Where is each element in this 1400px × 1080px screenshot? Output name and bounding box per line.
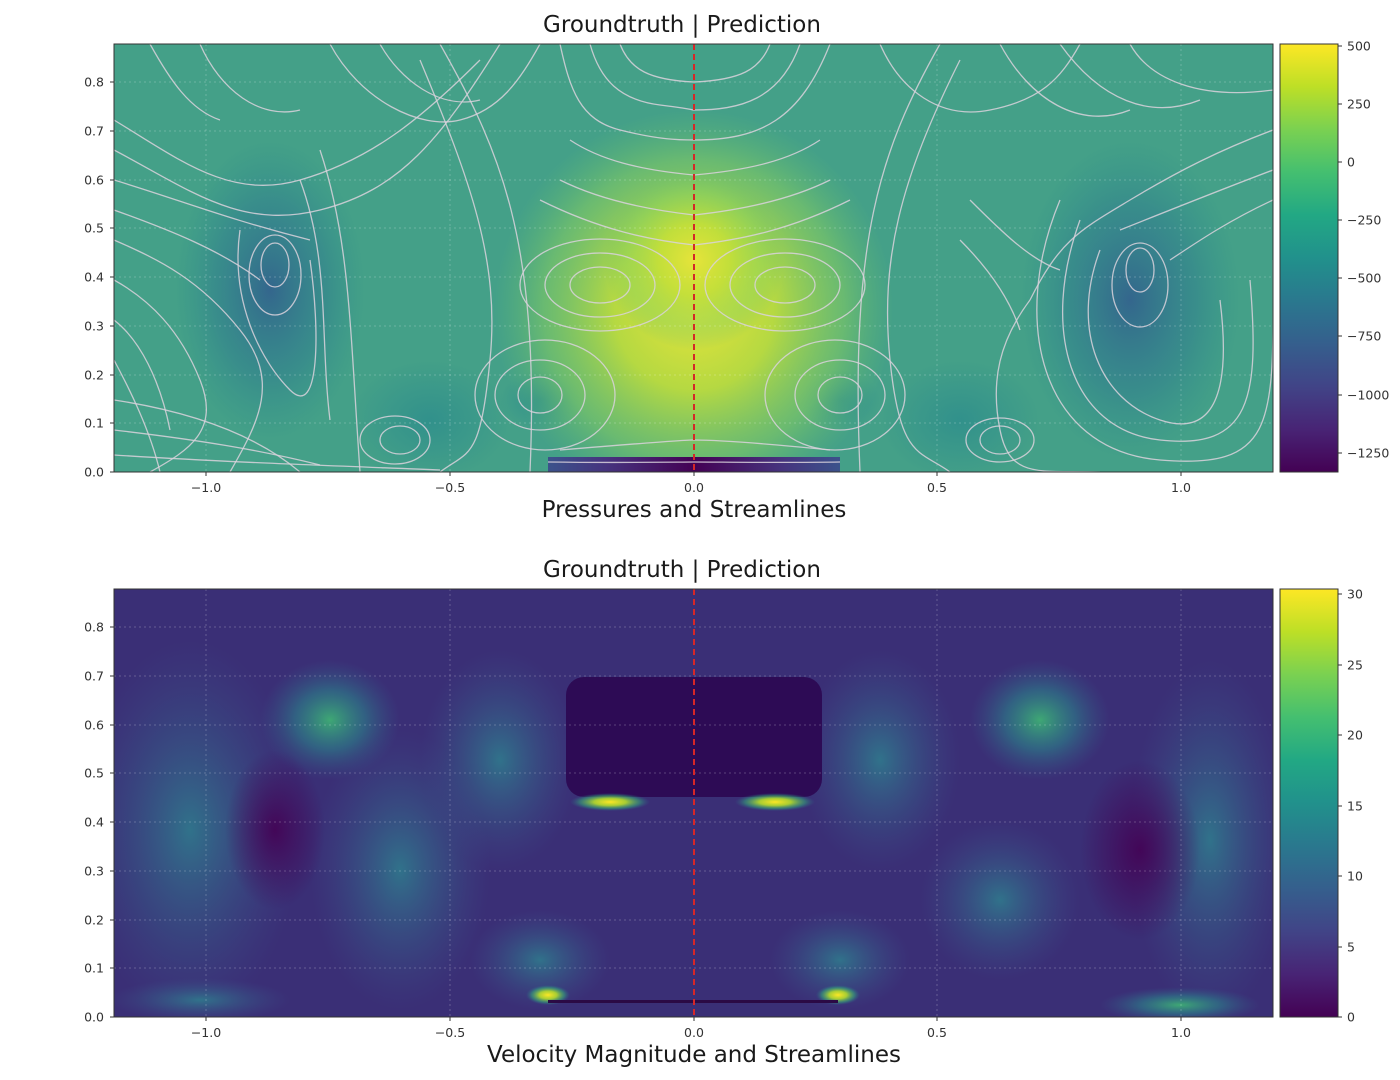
pressure-grid xyxy=(114,44,1273,472)
velocity-colorbar-label: 30 xyxy=(1347,586,1363,602)
pressure-ytick: 0.5 xyxy=(84,220,104,236)
velocity-ytick: 0.7 xyxy=(84,668,104,684)
pressure-ytick: 0.3 xyxy=(84,318,104,334)
pressure-xtick: 0.5 xyxy=(927,480,947,495)
velocity-xtick: 0.0 xyxy=(684,1025,704,1040)
pressure-streamlines xyxy=(114,44,1273,472)
pressure-colorbar-label: −750 xyxy=(1347,328,1382,344)
velocity-heatmap xyxy=(114,589,1273,1017)
velocity-colorbar-ticks xyxy=(1338,593,1342,1018)
velocity-ytick: 0.4 xyxy=(84,814,104,830)
pressure-ytick: 0.6 xyxy=(84,172,104,188)
velocity-colorbar-label: 20 xyxy=(1347,727,1363,743)
pressure-colorbar-label: 250 xyxy=(1347,96,1371,112)
pressure-xtick: −0.5 xyxy=(434,480,466,495)
velocity-colorbar-label: 0 xyxy=(1347,1009,1355,1025)
velocity-colorbar xyxy=(1279,588,1339,1018)
pressure-colorbar-ticks xyxy=(1338,45,1342,454)
velocity-colorbar-label: 15 xyxy=(1347,798,1363,814)
pressure-ytick: 0.2 xyxy=(84,367,104,383)
pressure-colorbar-label: −250 xyxy=(1347,212,1382,228)
pressure-ytick: 0.8 xyxy=(84,74,104,90)
pressure-xtick: −1.0 xyxy=(190,480,222,495)
velocity-plot-title: Groundtruth | Prediction xyxy=(543,557,821,583)
velocity-ytick: 0.1 xyxy=(84,960,104,976)
velocity-colorbar-label: 25 xyxy=(1347,657,1363,673)
pressure-ytick: 0.1 xyxy=(84,415,104,431)
velocity-plot-xlabel: Velocity Magnitude and Streamlines xyxy=(487,1042,901,1068)
pressure-colorbar xyxy=(1279,43,1339,473)
velocity-ytick: 0.8 xyxy=(84,619,104,635)
pressure-colorbar-label: −500 xyxy=(1347,270,1382,286)
velocity-colorbar-label: 5 xyxy=(1347,939,1355,955)
velocity-ytick: 0.5 xyxy=(84,765,104,781)
velocity-ytick: 0.6 xyxy=(84,717,104,733)
velocity-ytick: 0.2 xyxy=(84,912,104,928)
velocity-xtick: −1.0 xyxy=(190,1025,222,1040)
pressure-tick-marks xyxy=(110,81,1182,476)
pressure-colorbar-label: −1000 xyxy=(1347,387,1390,403)
velocity-colorbar-label: 10 xyxy=(1347,868,1363,884)
pressure-xtick: 0.0 xyxy=(684,480,704,495)
pressure-colorbar-label: −1250 xyxy=(1347,445,1390,461)
pressure-colorbar-label: 0 xyxy=(1347,154,1355,170)
velocity-ytick: 0.3 xyxy=(84,863,104,879)
pressure-xtick: 1.0 xyxy=(1171,480,1191,495)
pressure-colorbar-label: 500 xyxy=(1347,38,1371,54)
velocity-tick-marks xyxy=(110,626,1182,1021)
velocity-xtick: −0.5 xyxy=(434,1025,466,1040)
pressure-ytick: 0.0 xyxy=(84,464,104,480)
pressure-ytick: 0.7 xyxy=(84,123,104,139)
velocity-xtick: 0.5 xyxy=(927,1025,947,1040)
velocity-xtick: 1.0 xyxy=(1171,1025,1191,1040)
pressure-plot-title: Groundtruth | Prediction xyxy=(543,12,821,38)
velocity-ytick: 0.0 xyxy=(84,1009,104,1025)
velocity-grid xyxy=(114,589,1273,1017)
pressure-plot-xlabel: Pressures and Streamlines xyxy=(541,497,847,523)
pressure-ytick: 0.4 xyxy=(84,269,104,285)
